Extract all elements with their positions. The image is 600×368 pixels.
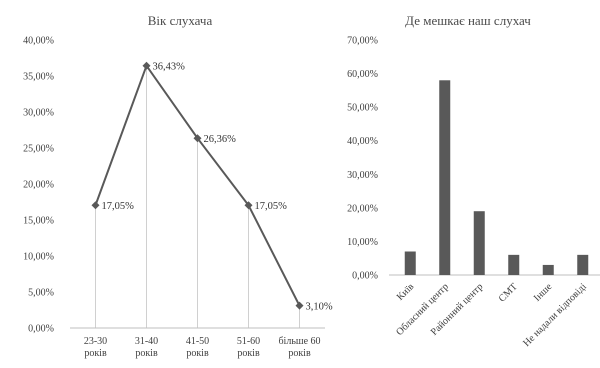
age-y-tick-label: 15,00% bbox=[23, 216, 54, 227]
age-x-tick-label: 41-50 років bbox=[186, 336, 209, 359]
residence-y-tick-label: 70,00% bbox=[347, 36, 378, 47]
age-y-tick-label: 20,00% bbox=[23, 180, 54, 191]
residence-x-tick-label: Не надали відповіді bbox=[521, 281, 589, 349]
age-line-chart: Вік слухача 0,00% 5,00% 10,00% 15,00% 20,00%… bbox=[23, 13, 333, 359]
residence-y-axis: 0,00% 10,00% 20,00% 30,00% 40,00% 50,00% 60,00… bbox=[347, 36, 378, 282]
age-data-labels: 17,05% 36,43% 26,36% 17,05% 3,10% bbox=[102, 62, 333, 313]
age-y-tick-label: 25,00% bbox=[23, 144, 54, 155]
age-drop-lines bbox=[95, 65, 300, 328]
age-data-label: 3,10% bbox=[306, 302, 333, 313]
residence-bar-chart: Де мешкає наш слухач 0,00% 10,00% 20,00% 30… bbox=[347, 13, 600, 349]
residence-bar bbox=[577, 254, 589, 275]
age-series bbox=[91, 61, 304, 310]
age-y-tick-label: 35,00% bbox=[23, 72, 54, 83]
age-x-tick-label: 51-60 років bbox=[237, 336, 260, 359]
age-data-label: 17,05% bbox=[255, 201, 288, 212]
age-x-tick-label: 31-40 років bbox=[135, 336, 158, 359]
age-chart-title: Вік слухача bbox=[148, 13, 213, 28]
age-point-marker bbox=[91, 201, 100, 210]
residence-bars bbox=[404, 80, 589, 276]
age-y-tick-label: 10,00% bbox=[23, 252, 54, 263]
age-x-tick-label: більше 60 років bbox=[278, 336, 320, 359]
residence-y-tick-label: 0,00% bbox=[352, 271, 378, 282]
age-x-tick-label: 23-30 років bbox=[84, 336, 107, 359]
age-data-label: 36,43% bbox=[153, 62, 186, 73]
age-y-tick-label: 0,00% bbox=[28, 324, 54, 335]
residence-bar bbox=[439, 80, 451, 276]
residence-y-tick-label: 10,00% bbox=[347, 237, 378, 248]
residence-y-tick-label: 20,00% bbox=[347, 203, 378, 214]
age-y-tick-label: 5,00% bbox=[28, 288, 54, 299]
residence-bar bbox=[473, 211, 485, 275]
age-y-axis: 0,00% 5,00% 10,00% 15,00% 20,00% 25,00% 30,00%… bbox=[23, 36, 54, 335]
residence-x-tick-label: Інше bbox=[532, 281, 555, 304]
age-point-marker bbox=[295, 301, 304, 310]
residence-x-tick-label: СМТ bbox=[497, 281, 520, 304]
residence-y-tick-label: 60,00% bbox=[347, 69, 378, 80]
residence-y-tick-label: 50,00% bbox=[347, 103, 378, 114]
age-point-marker bbox=[244, 201, 253, 210]
residence-bar bbox=[404, 251, 416, 275]
residence-y-tick-label: 40,00% bbox=[347, 136, 378, 147]
age-data-label: 26,36% bbox=[204, 134, 237, 145]
residence-bar bbox=[542, 264, 554, 275]
residence-x-tick-label: Київ bbox=[395, 281, 417, 303]
age-y-tick-label: 40,00% bbox=[23, 36, 54, 47]
age-point-marker bbox=[193, 134, 202, 143]
residence-y-tick-label: 30,00% bbox=[347, 170, 378, 181]
age-point-marker bbox=[142, 61, 151, 70]
residence-chart-title: Де мешкає наш слухач bbox=[405, 13, 531, 28]
age-y-tick-label: 30,00% bbox=[23, 108, 54, 119]
age-x-axis: 23-30 років 31-40 років 41-50 років 51-60 років… bbox=[70, 327, 325, 359]
residence-bar bbox=[508, 254, 520, 275]
age-data-label: 17,05% bbox=[102, 201, 135, 212]
